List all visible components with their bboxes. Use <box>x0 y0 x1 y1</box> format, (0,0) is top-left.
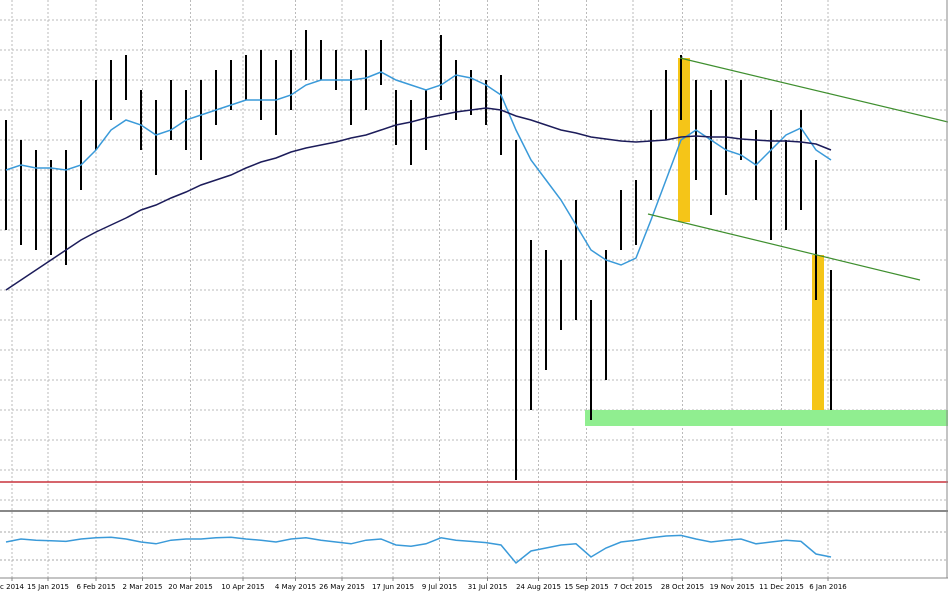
support-zone <box>585 410 948 426</box>
x-tick-label: 24 Aug 2015 <box>516 583 561 591</box>
x-tick-label: 6 Feb 2015 <box>76 583 115 591</box>
x-tick-label: 7 Oct 2015 <box>614 583 653 591</box>
x-tick-label: 11 Dec 2015 <box>759 583 804 591</box>
highlight-bar <box>678 58 690 222</box>
indicator-line <box>5 534 832 565</box>
x-tick-label: 19 Nov 2015 <box>710 583 755 591</box>
channel-line <box>679 57 948 123</box>
x-tick-label: 4 May 2015 <box>275 583 316 591</box>
x-tick-label: c 2014 <box>0 583 24 591</box>
x-tick-label: 6 Jan 2016 <box>809 583 847 591</box>
x-tick-label: 9 Jul 2015 <box>422 583 457 591</box>
x-tick-label: 15 Jan 2015 <box>27 583 69 591</box>
x-tick-label: 31 Jul 2015 <box>468 583 508 591</box>
x-tick-label: 26 May 2015 <box>319 583 365 591</box>
x-tick-label: 2 Mar 2015 <box>123 583 163 591</box>
x-tick-label: 17 Jun 2015 <box>372 583 414 591</box>
moving-average <box>5 71 832 266</box>
plot <box>5 30 832 480</box>
highlight-bar <box>812 255 824 420</box>
moving-average <box>5 107 832 291</box>
channel-line <box>647 213 921 281</box>
x-tick-label: 10 Apr 2015 <box>221 583 264 591</box>
x-tick-label: 20 Mar 2015 <box>168 583 212 591</box>
x-tick-label: 28 Oct 2015 <box>661 583 704 591</box>
x-tick-label: 15 Sep 2015 <box>564 583 608 591</box>
